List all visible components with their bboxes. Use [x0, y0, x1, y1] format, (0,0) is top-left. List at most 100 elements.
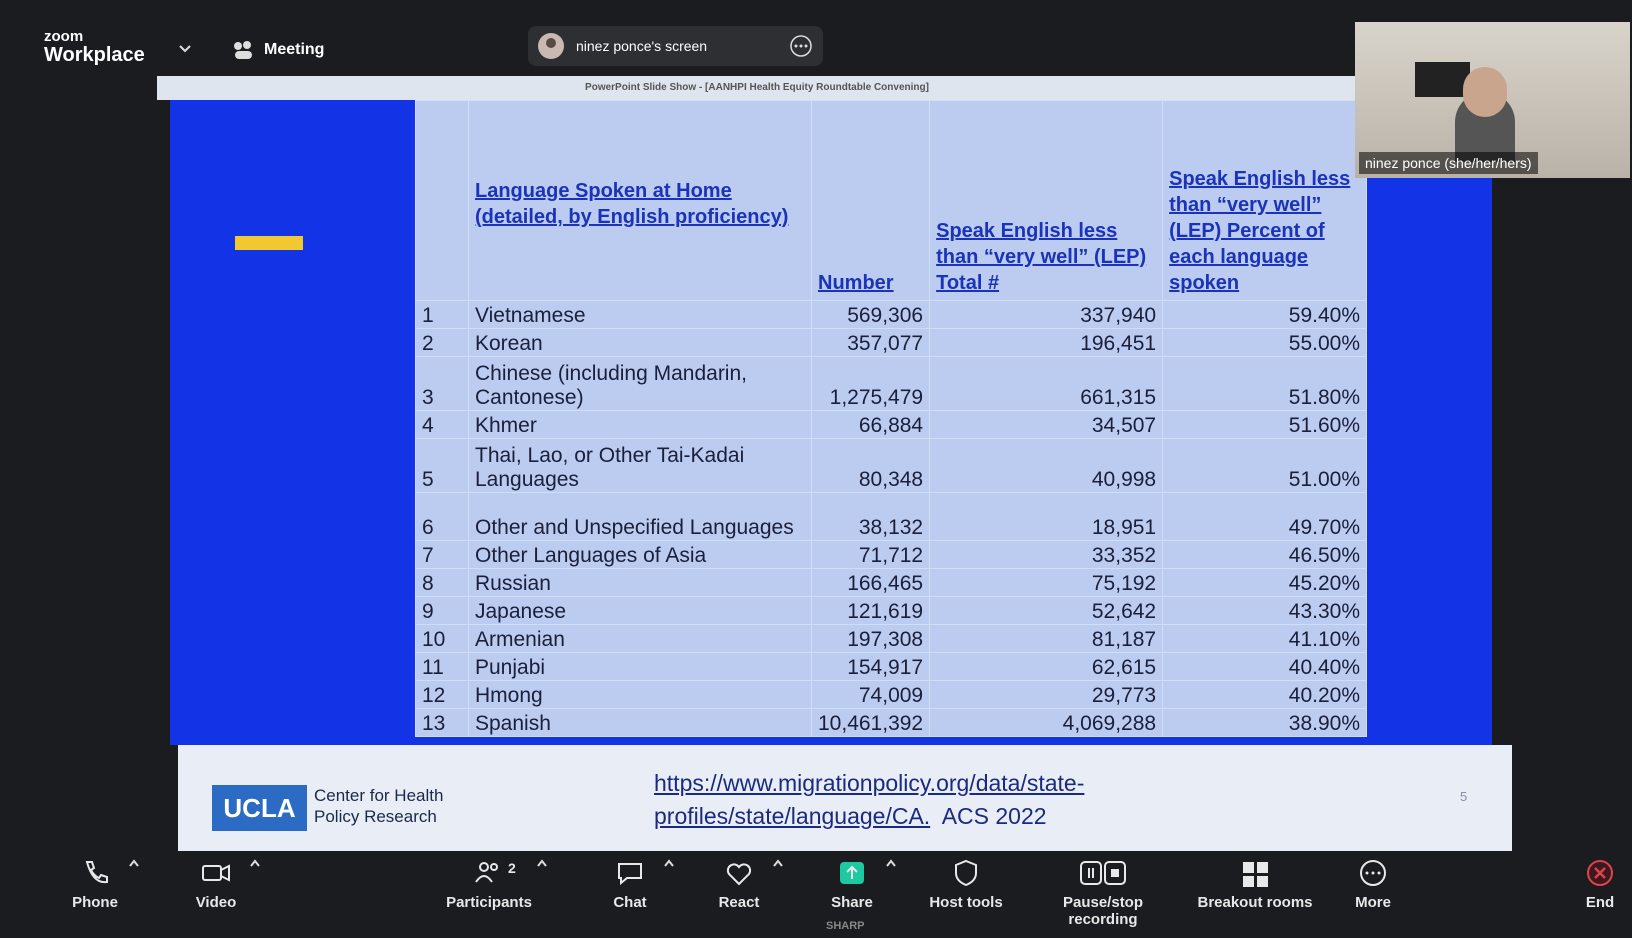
table-cell: 196,451 — [929, 328, 1164, 357]
table-cell: 45.20% — [1162, 568, 1367, 597]
table-cell: Korean — [468, 328, 812, 357]
toolbar-button[interactable]: End — [1525, 858, 1632, 911]
table-row: 9 Japanese 121,619 52,642 43.30% — [415, 596, 1367, 625]
table-cell: 12 — [415, 680, 469, 709]
table-cell: Other and Unspecified Languages — [468, 492, 812, 541]
more-icon[interactable] — [789, 34, 813, 58]
table-cell: 10,461,392 — [810, 708, 931, 737]
toolbar-label: More — [1355, 894, 1391, 911]
table-cell: 569,306 — [810, 300, 931, 329]
table-cell: 13 — [415, 708, 469, 737]
toolbar-button[interactable]: Breakout rooms — [1180, 858, 1330, 911]
table-row: 5 Thai, Lao, or Other Tai-Kadai Languages… — [415, 438, 1367, 493]
table-cell: 3 — [415, 356, 469, 411]
table-row: 13 Spanish 10,461,392 4,069,288 38.90% — [415, 708, 1367, 737]
table-cell: Chinese (including Mandarin, Cantonese) — [468, 356, 812, 411]
toolbar-button[interactable]: Host tools — [891, 858, 1041, 911]
toolbar-icon — [955, 859, 977, 887]
toolbar-icon — [840, 862, 864, 884]
toolbar-icon — [1243, 862, 1268, 887]
table-cell: 51.60% — [1162, 410, 1367, 439]
table-cell: 357,077 — [810, 328, 931, 357]
toolbar-button[interactable]: Share — [777, 858, 927, 911]
table-cell: Punjabi — [468, 652, 812, 681]
caret[interactable] — [128, 858, 140, 868]
table-cell: Japanese — [468, 596, 812, 625]
table-cell: 18,951 — [929, 492, 1164, 541]
source-link[interactable]: https://www.migrationpolicy.org/data/sta… — [654, 770, 1085, 829]
toolbar-label: Pause/stop recording — [1062, 894, 1144, 928]
toolbar-label: Chat — [613, 894, 647, 911]
table-cell: 40.20% — [1162, 680, 1367, 709]
table-cell: 62,615 — [929, 652, 1164, 681]
toolbar-button[interactable]: Video — [141, 858, 291, 911]
table-row: 11 Punjabi 154,917 62,615 40.40% — [415, 652, 1367, 681]
toolbar-button[interactable]: More — [1298, 858, 1448, 911]
table-cell: 33,352 — [929, 540, 1164, 569]
tv — [1415, 62, 1470, 97]
caret[interactable] — [772, 858, 784, 868]
caret[interactable] — [885, 858, 897, 868]
toolbar-button[interactable]: 2 Participants — [414, 858, 564, 911]
table-cell: 1 — [415, 300, 469, 329]
table-cell: 40.40% — [1162, 652, 1367, 681]
table-row: 2 Korean 357,077 196,451 55.00% — [415, 328, 1367, 357]
data-table: Language Spoken at Home (detailed, by En… — [415, 100, 1367, 737]
participant-name: ninez ponce (she/her/hers) — [1359, 152, 1538, 174]
share-label: ninez ponce's screen — [576, 38, 708, 54]
toolbar-icon — [618, 863, 642, 886]
table-cell: 40,998 — [929, 438, 1164, 493]
slide-footer: UCLA Center for Health Policy Research h… — [178, 745, 1512, 851]
video-thumbnail: ninez ponce (she/her/hers) — [1355, 22, 1630, 178]
table-row: 1 Vietnamese 569,306 337,940 59.40% — [415, 300, 1367, 329]
avatar — [538, 33, 564, 59]
toolbar-icon — [1080, 861, 1126, 885]
source: https://www.migrationpolicy.org/data/sta… — [654, 767, 1134, 833]
header-cell: Language Spoken at Home (detailed, by En… — [468, 100, 812, 301]
toolbar-icon — [726, 863, 752, 886]
table-cell: 121,619 — [810, 596, 931, 625]
caret[interactable] — [663, 858, 675, 868]
caret[interactable] — [536, 858, 548, 868]
table-cell: 6 — [415, 492, 469, 541]
slide-number: 5 — [1460, 789, 1468, 804]
chevron[interactable] — [178, 44, 192, 54]
table-cell: 55.00% — [1162, 328, 1367, 357]
header-cell: Speak English less than “very well” (LEP… — [1162, 100, 1367, 301]
toolbar-button[interactable]: React — [664, 858, 814, 911]
toolbar-label: End — [1585, 894, 1615, 911]
zoom-logo: zoom Workplace — [44, 29, 145, 67]
share-pill[interactable]: ninez ponce's screen — [528, 26, 823, 66]
header-row: Language Spoken at Home (detailed, by En… — [415, 100, 1367, 301]
table-cell: 4,069,288 — [929, 708, 1164, 737]
table-cell: 8 — [415, 568, 469, 597]
face — [1463, 67, 1507, 117]
toolbar-label: Video — [195, 894, 237, 911]
table-cell: 81,187 — [929, 624, 1164, 653]
toolbar-button[interactable]: Pause/stop recording — [1028, 858, 1178, 928]
caret[interactable] — [249, 858, 261, 868]
table-row: 7 Other Languages of Asia 71,712 33,352 46.5… — [415, 540, 1367, 569]
table-cell: 154,917 — [810, 652, 931, 681]
toolbar-label: Host tools — [929, 894, 1003, 911]
participant-count: 2 — [508, 860, 516, 876]
table-cell: Armenian — [468, 624, 812, 653]
toolbar-button[interactable]: Phone — [20, 858, 170, 911]
meeting-label: Meeting — [264, 41, 325, 58]
toolbar-label: Breakout rooms — [1197, 894, 1313, 911]
toolbar-icon — [475, 862, 498, 883]
header-cell: Number — [810, 100, 931, 301]
table-cell: 74,009 — [810, 680, 931, 709]
table-cell: 7 — [415, 540, 469, 569]
toolbar-button[interactable]: Chat — [555, 858, 705, 911]
table-cell: 51.00% — [1162, 438, 1367, 493]
table-cell: 66,884 — [810, 410, 931, 439]
table-cell: Other Languages of Asia — [468, 540, 812, 569]
table-cell: 59.40% — [1162, 300, 1367, 329]
table-cell: 43.30% — [1162, 596, 1367, 625]
table-cell: Russian — [468, 568, 812, 597]
logo-bottom: Workplace — [44, 44, 145, 66]
table-cell: 75,192 — [929, 568, 1164, 597]
meeting-button[interactable]: Meeting — [232, 40, 324, 60]
table-row: 8 Russian 166,465 75,192 45.20% — [415, 568, 1367, 597]
